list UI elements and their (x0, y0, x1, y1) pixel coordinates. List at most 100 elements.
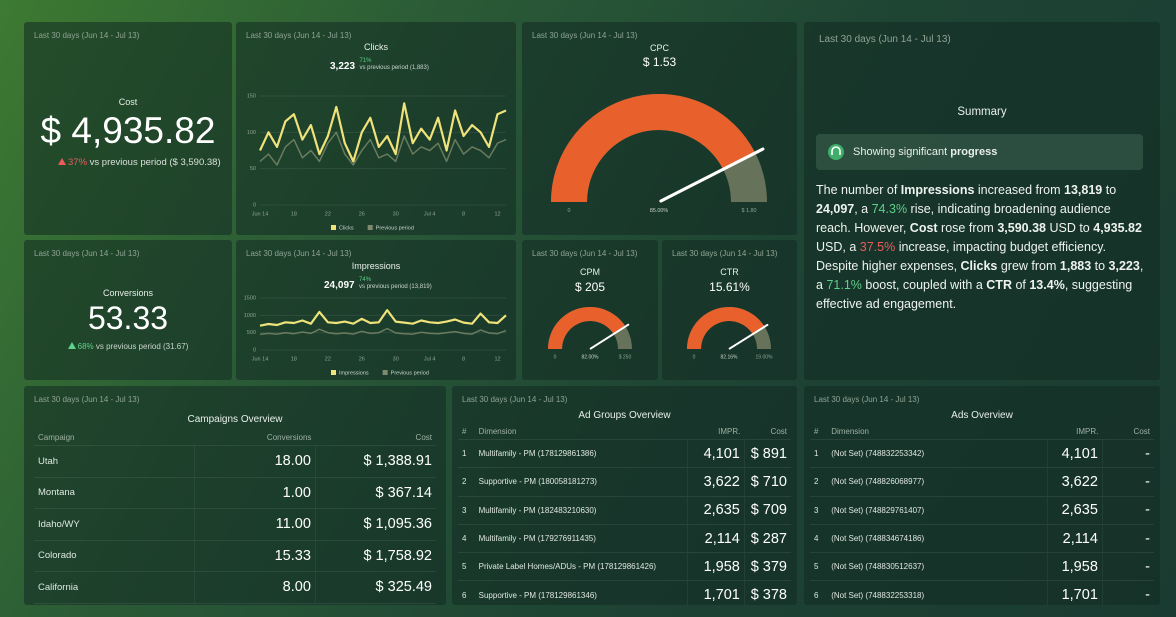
table-row: 6 Supportive - PM (178129861346) 1,701 $ 37… (458, 580, 791, 605)
table-cell: 2 (810, 467, 828, 497)
table-cell: (Not Set) (748832253318) (827, 580, 1048, 605)
table-row: 3 Multifamily - PM (182483210630) 2,635 $ 7… (458, 496, 791, 525)
campaigns-tile: Last 30 days (Jun 14 - Jul 13) Campaigns… (24, 386, 446, 605)
headline-value: 24,097 (324, 280, 355, 291)
table-cell: 1,958 (687, 552, 745, 582)
badge-part: Showing significant (853, 146, 951, 158)
x-tick-label: 30 (393, 356, 399, 362)
summary-segment: , a (854, 202, 872, 216)
table-cell: $ 367.14 (314, 477, 436, 509)
change: 37% (68, 157, 88, 168)
table-cell: $ 891 (743, 439, 791, 469)
x-tick-label: 12 (494, 356, 500, 362)
table-head: # Dimension IMPR. Cost (458, 424, 791, 440)
summary-segment: increase, impacting budget efficiency. D… (816, 240, 1106, 273)
gauge-max: $ 1.80 (742, 208, 757, 214)
legend-label: Impressions (339, 370, 369, 376)
table-cell: 1,701 (687, 580, 745, 605)
table-cell: - (1101, 439, 1154, 469)
kpi-label: Conversions (102, 288, 154, 298)
table-row: 5 Private Label Homes/ADUs - PM (17812986… (458, 552, 791, 582)
summary-title: Summary (957, 106, 1007, 118)
x-tick-label: 26 (359, 211, 365, 217)
column-header: Dimension (827, 424, 1048, 440)
summary-segment: 13.4% (1029, 278, 1065, 292)
summary-segment: USD, a (816, 240, 860, 254)
comparison: vs previous period ($ 3,590.38) (89, 157, 221, 168)
summary-segment: 3,590.38 (997, 221, 1046, 235)
table-cell: 2,635 (1046, 496, 1103, 525)
table-row: 3 (Not Set) (748829761407) 2,635- (810, 496, 1154, 525)
y-tick-label: 500 (247, 330, 256, 336)
ads-tile: Last 30 days (Jun 14 - Jul 13) Ads Overv… (804, 386, 1160, 605)
column-header: IMPR. (1047, 424, 1103, 440)
x-tick-label: 8 (462, 211, 465, 217)
table-cell: 3 (458, 496, 475, 525)
table-cell: Private Label Homes/ADUs - PM (178129861… (474, 552, 688, 582)
series-line (259, 309, 507, 327)
table-row: Idaho/WY 11.00 $ 1,095.36 (34, 508, 436, 541)
y-tick-label: 0 (253, 202, 256, 208)
x-tick-label: 22 (325, 211, 331, 217)
table-cell: $ 1,095.36 (314, 508, 436, 541)
chart-title: CPC (649, 43, 669, 53)
table-cell: 1,701 (1046, 580, 1103, 605)
gauge-min: 0 (554, 354, 557, 360)
table-cell: - (1101, 524, 1154, 554)
table-row: 6 (Not Set) (748832253318) 1,701- (810, 580, 1154, 605)
cost-tile: Last 30 days (Jun 14 - Jul 13) Cost $ 4,… (24, 22, 232, 235)
series-line (259, 131, 507, 166)
legend-swatch (382, 370, 388, 375)
table-row: 4 Multifamily - PM (179276911435) 2,114 $ 2… (458, 524, 791, 554)
series-line (259, 102, 507, 163)
summary-segment: The number of (816, 183, 901, 197)
badge-emphasis: progress (950, 146, 998, 158)
x-tick-label: Jul 4 (424, 356, 436, 362)
table-cell: $ 325.49 (314, 571, 436, 604)
chart-title: CPM (580, 267, 600, 277)
table-cell: 1,958 (1046, 552, 1103, 582)
change: 68% (77, 342, 94, 351)
cpc-tile: Last 30 days (Jun 14 - Jul 13) CPC $ 1.5… (522, 22, 797, 235)
x-tick-label: 18 (291, 211, 297, 217)
table-row: Utah 18.00 $ 1,388.91 (34, 445, 436, 478)
conversions-tile: Last 30 days (Jun 14 - Jul 13) Conversio… (24, 240, 232, 380)
column-header: Dimension (474, 424, 688, 440)
summary-segment: of (1011, 278, 1030, 292)
table-cell: Supportive - PM (180058181273) (474, 467, 688, 497)
needle-label: 82.00% (582, 354, 600, 360)
gauge-fill (548, 307, 626, 349)
summary-segment: 74.3% (871, 202, 908, 216)
summary-segment: , suggesting effective ad engagement. (816, 278, 1133, 311)
table-cell: $ 1,388.91 (314, 445, 436, 478)
comparison: vs previous period (1,883) (359, 64, 429, 71)
summary-segment: Clicks (960, 259, 998, 273)
summary-segment: increased from (974, 183, 1065, 197)
table-cell: 11.00 (194, 508, 316, 541)
badge-text: Showing significant progress (853, 146, 997, 158)
summary-segment: 13,819 (1064, 183, 1103, 197)
table-cell: Multifamily - PM (182483210630) (474, 496, 688, 525)
period: Last 30 days (Jun 14 - Jul 13) (246, 31, 352, 40)
gauge-needle (659, 147, 765, 203)
header-row: Campaign Conversions Cost (34, 430, 436, 446)
table-row: California 8.00 $ 325.49 (34, 571, 436, 604)
table-title: Campaigns Overview (187, 414, 283, 425)
table-cell: $ 379 (743, 552, 791, 582)
table-row: 1 Multifamily - PM (178129861386) 4,101 $ 8… (458, 439, 791, 469)
summary-segment: 24,097 (816, 202, 855, 216)
summary-segment: Cost (909, 221, 938, 235)
chart-title: Clicks (364, 42, 388, 52)
table-cell: Idaho/WY (34, 508, 195, 541)
x-tick-label: 22 (325, 356, 331, 362)
column-header: Cost (744, 424, 791, 440)
table-cell: 6 (458, 580, 475, 605)
table-cell: (Not Set) (748832253342) (827, 439, 1048, 469)
table-cell: Multifamily - PM (178129861386) (474, 439, 688, 469)
badge: Showing significant progress (816, 134, 1143, 170)
summary-segment: USD to (1046, 221, 1094, 235)
headline: 3,223 71% vs previous period (1,883) (330, 56, 429, 74)
table-cell: - (1101, 467, 1154, 497)
kpi-change: 37% vs previous period ($ 3,590.38) (58, 157, 228, 169)
period: Last 30 days (Jun 14 - Jul 13) (34, 249, 140, 258)
